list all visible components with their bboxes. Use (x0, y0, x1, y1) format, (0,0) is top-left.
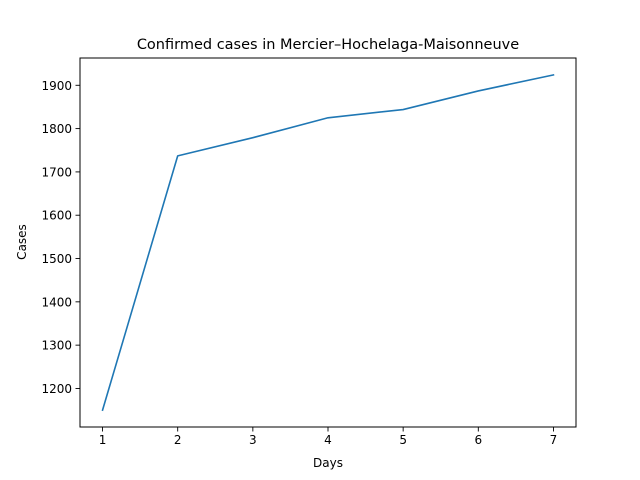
y-tick-label: 1200 (41, 382, 72, 396)
y-axis-label: Cases (15, 224, 29, 260)
x-tick-label: 4 (324, 433, 332, 447)
x-tick-label: 6 (474, 433, 482, 447)
x-tick-label: 5 (399, 433, 407, 447)
x-tick-label: 1 (99, 433, 107, 447)
y-tick-label: 1300 (41, 339, 72, 353)
x-tick-label: 3 (249, 433, 257, 447)
y-tick-label: 1900 (41, 79, 72, 93)
y-tick-label: 1700 (41, 165, 72, 179)
y-tick-label: 1800 (41, 122, 72, 136)
chart-title: Confirmed cases in Mercier–Hochelaga-Mai… (137, 37, 519, 53)
y-tick-label: 1500 (41, 252, 72, 266)
series-line (101, 73, 555, 412)
plot-area-frame (79, 57, 577, 428)
x-tick-label: 2 (174, 433, 182, 447)
y-tick-label: 1600 (41, 209, 72, 223)
y-tick-label: 1400 (41, 295, 72, 309)
series-layer (101, 73, 555, 412)
axis-ticks: 1 2 3 4 5 6 7 1200 1300 1400 1500 1600 1700 1800 1900 (41, 79, 557, 447)
x-tick-label: 7 (550, 433, 558, 447)
x-axis-label: Days (313, 456, 343, 470)
